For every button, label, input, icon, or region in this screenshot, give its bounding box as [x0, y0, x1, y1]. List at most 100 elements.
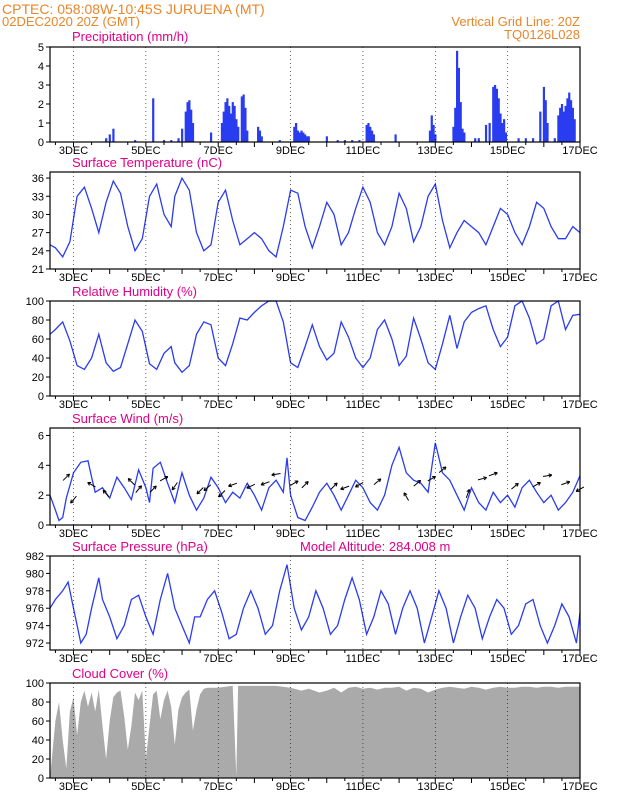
precip-bar — [474, 138, 477, 142]
precip-bar — [372, 134, 375, 142]
precip-bar — [220, 123, 224, 142]
y-tick-label: 0 — [38, 520, 44, 532]
precip-bar — [463, 132, 466, 142]
wind-arrow — [127, 478, 135, 486]
precip-bar — [432, 124, 435, 142]
y-tick-label: 0 — [38, 391, 44, 403]
x-tick-label: 11DEC — [346, 528, 381, 540]
x-tick-label: 13DEC — [418, 528, 454, 540]
x-tick-label: 17DEC — [562, 145, 598, 157]
x-tick-label: 17DEC — [562, 272, 598, 284]
x-tick-label: 5DEC — [131, 145, 160, 157]
wind-arrow — [149, 485, 157, 493]
y-tick-label: 36 — [32, 173, 44, 185]
panel-title-precip: Precipitation (mm/h) — [72, 29, 188, 44]
precip-bar — [240, 96, 243, 142]
y-tick-label: 2 — [38, 490, 44, 502]
x-tick-label: 17DEC — [562, 399, 598, 411]
precip-bar — [557, 115, 560, 142]
precip-bar — [484, 124, 488, 142]
precip-bar — [244, 107, 247, 142]
x-tick-label: 9DEC — [276, 399, 305, 411]
precip-bar — [351, 140, 354, 142]
wind-arrow — [330, 482, 338, 490]
wind-arrow — [532, 481, 541, 488]
precip-bar — [434, 134, 437, 142]
y-tick-label: 978 — [26, 586, 44, 598]
precip-bar — [246, 130, 249, 142]
precip-bar — [307, 136, 310, 142]
x-tick-label: 9DEC — [276, 653, 305, 665]
wind-arrow — [196, 487, 204, 495]
panel-frame — [49, 555, 581, 651]
precip-bar — [258, 130, 262, 142]
precip-bar — [235, 119, 238, 142]
precip-bar — [544, 100, 547, 142]
y-tick-label: 40 — [32, 735, 44, 747]
y-tick-label: 60 — [32, 334, 44, 346]
x-tick-label: 3DEC — [59, 781, 88, 793]
precip-bar — [452, 126, 455, 142]
precip-bar — [188, 100, 191, 142]
panel-title-wind: Surface Wind (m/s) — [72, 411, 183, 426]
panel-rh: Relative Humidity (%) 0 20 40 60 80 100 3DEC 5DE… — [26, 284, 598, 411]
precip-bar — [367, 123, 370, 142]
x-tick-label: 11DEC — [346, 781, 381, 793]
y-tick-label: 80 — [32, 697, 44, 709]
precip-bar — [231, 102, 234, 142]
x-tick-label: 15DEC — [490, 272, 526, 284]
wind-arrow — [427, 475, 436, 482]
precip-bar — [226, 98, 229, 142]
x-tick-label: 5DEC — [131, 781, 160, 793]
y-tick-label: 982 — [26, 551, 44, 563]
x-tick-label: 7DEC — [204, 272, 233, 284]
header: CPTEC: 058:08W-10:45S JURUENA (MT) 02DEC… — [2, 1, 580, 42]
precip-bar — [343, 140, 347, 142]
y-tick-label: 40 — [32, 353, 44, 365]
series-line-wind — [49, 442, 581, 522]
header-date: 02DEC2020 20Z (GMT) — [2, 14, 140, 29]
precip-bar — [553, 138, 556, 142]
panels: Precipitation (mm/h) 0 1 2 3 4 5 3DEC 5DEC 7DEC 9D… — [26, 29, 598, 793]
wind-arrow — [260, 481, 270, 486]
wind-arrow — [203, 484, 212, 492]
precip-bar — [181, 128, 184, 142]
wind-arrow — [354, 482, 364, 488]
precip-bar — [305, 136, 309, 142]
x-tick-label: 17DEC — [562, 653, 598, 665]
x-tick-label: 9DEC — [276, 528, 305, 540]
wind-arrow — [271, 472, 281, 477]
y-tick-label: 27 — [32, 228, 44, 240]
y-tick-label: 30 — [32, 209, 44, 221]
wind-arrow — [87, 481, 96, 488]
precip-bar — [298, 132, 301, 142]
wind-arrow — [62, 473, 70, 481]
wind-arrow — [465, 489, 471, 499]
precip-bar — [293, 126, 296, 142]
y-tick-label: 33 — [32, 191, 44, 203]
x-tick-label: 15DEC — [490, 145, 526, 157]
panel-title-temp: Surface Temperature (nC) — [72, 155, 222, 170]
y-tick-label: 100 — [26, 296, 44, 308]
panel-annotation-pres: Model Altitude: 284.008 m — [300, 539, 450, 554]
precip-bar — [228, 105, 231, 142]
precip-bar — [112, 128, 115, 142]
wind-arrow — [373, 478, 382, 485]
precip-bar — [457, 67, 461, 142]
precip-bar — [559, 107, 562, 142]
precip-bar — [531, 138, 535, 142]
precip-bar — [394, 134, 397, 142]
x-tick-label: 15DEC — [490, 528, 526, 540]
x-tick-label: 13DEC — [418, 145, 454, 157]
wind-arrow — [171, 482, 178, 491]
x-tick-label: 11DEC — [346, 653, 381, 665]
y-tick-label: 980 — [26, 568, 44, 580]
precip-bar — [430, 115, 433, 142]
x-tick-label: 11DEC — [346, 399, 381, 411]
wind-arrow — [511, 482, 519, 490]
precip-bar — [573, 119, 576, 142]
y-tick-label: 4 — [38, 460, 44, 472]
y-tick-label: 3 — [38, 80, 44, 92]
precip-bar — [477, 138, 480, 142]
series-line-temp — [49, 176, 581, 259]
